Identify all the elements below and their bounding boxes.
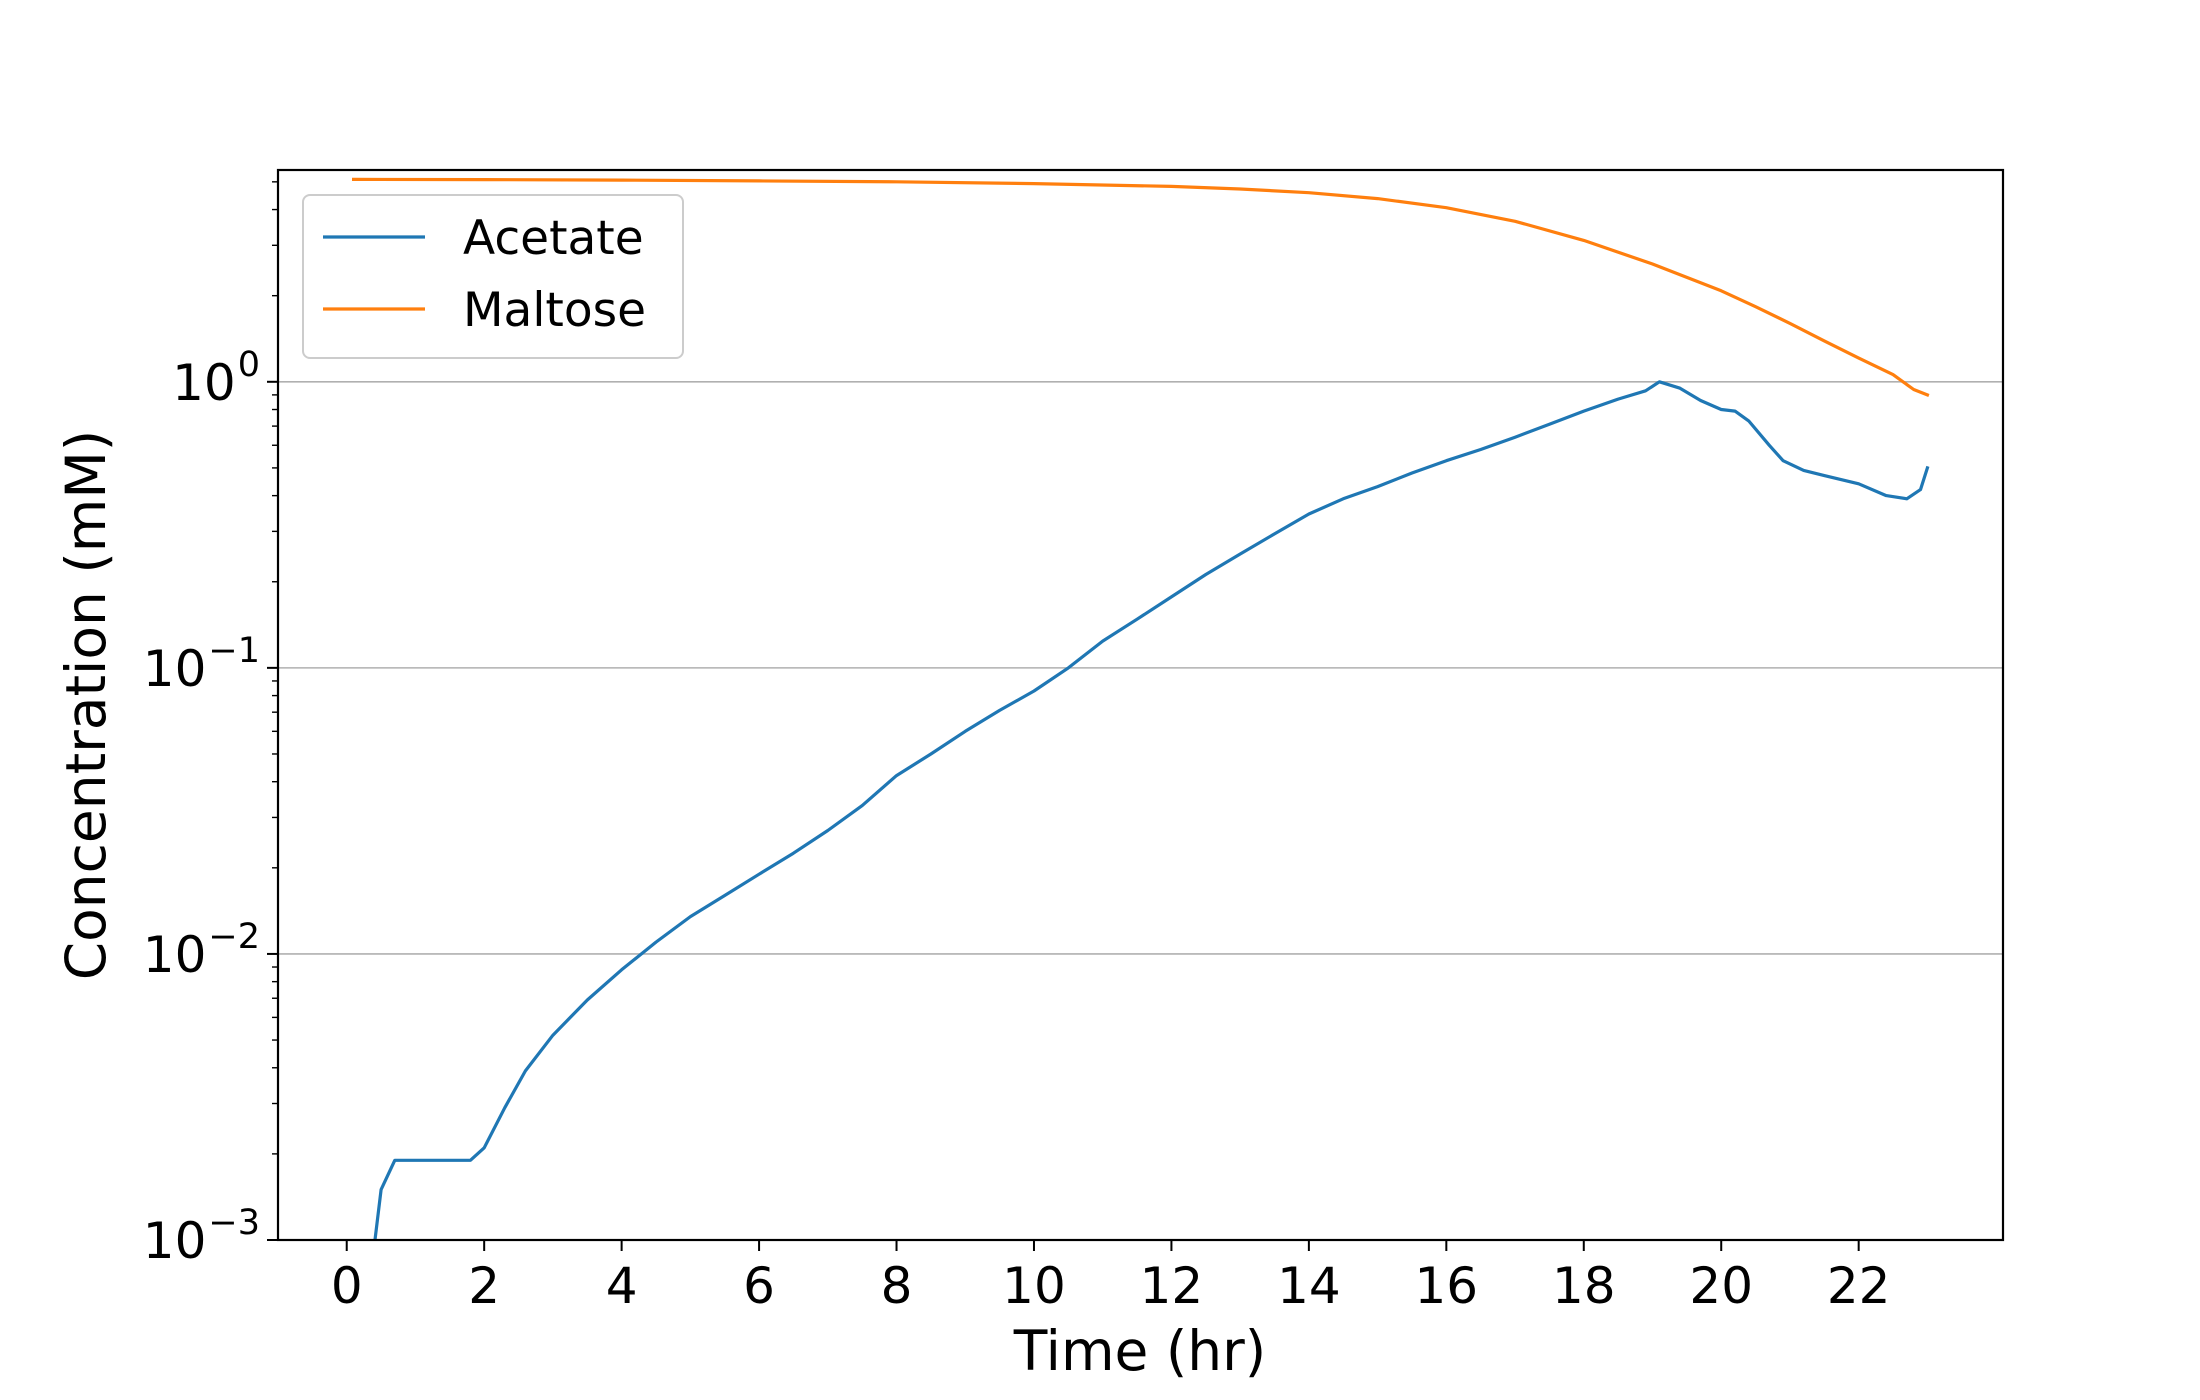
- x-axis-title: Time (hr): [1013, 1319, 1266, 1383]
- x-tick-label-0: 0: [331, 1257, 363, 1315]
- plot-frame: [276, 168, 2005, 1242]
- x-tick-label-2: 4: [606, 1257, 638, 1315]
- x-tick-label-3: 6: [743, 1257, 775, 1315]
- x-axis: 0 2 4 6 8 10 12 14 16 18 20 22: [331, 1240, 1891, 1315]
- y-tick-exponent-3: 0: [238, 345, 260, 385]
- x-tick-label-8: 16: [1415, 1257, 1479, 1315]
- y-axis-title: Concentration (mM): [54, 430, 118, 981]
- x-tick-label-7: 14: [1277, 1257, 1341, 1315]
- y-tick-exponent-0: −3: [208, 1203, 260, 1243]
- y-tick-exponent-1: −2: [208, 917, 260, 957]
- y-tick-exponent-2: −1: [208, 631, 260, 671]
- x-tick-label-11: 22: [1827, 1257, 1891, 1315]
- legend-label-acetate: Acetate: [463, 211, 644, 266]
- y-tick-label-1: 10: [143, 926, 207, 984]
- legend-label-maltose: Maltose: [463, 283, 646, 338]
- series-line-acetate: [373, 380, 1930, 1240]
- series-lines: [351, 177, 1930, 1240]
- x-tick-label-9: 18: [1552, 1257, 1616, 1315]
- y-tick-label-2: 10: [143, 640, 207, 698]
- x-tick-label-1: 2: [468, 1257, 500, 1315]
- x-tick-label-6: 12: [1140, 1257, 1204, 1315]
- series-line-maltose: [351, 177, 1930, 397]
- x-tick-label-4: 8: [881, 1257, 913, 1315]
- x-tick-label-5: 10: [1002, 1257, 1066, 1315]
- legend[interactable]: Acetate Maltose: [302, 194, 684, 359]
- y-tick-label-3: 10: [172, 354, 236, 412]
- grid-lines: [278, 380, 2003, 955]
- x-tick-label-10: 20: [1689, 1257, 1753, 1315]
- y-tick-label-0: 10: [143, 1212, 207, 1270]
